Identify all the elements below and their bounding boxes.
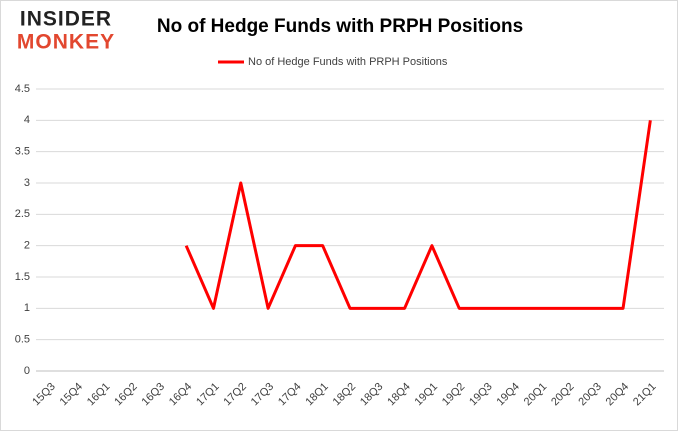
y-tick-label: 0 <box>24 365 30 377</box>
y-tick-label: 3.5 <box>15 146 30 158</box>
y-tick-label: 4 <box>24 114 30 126</box>
y-tick-label: 2.5 <box>15 208 30 220</box>
logo-top: INSIDER <box>20 8 112 31</box>
y-tick-label: 0.5 <box>15 334 30 346</box>
chart-title: No of Hedge Funds with PRPH Positions <box>157 16 523 37</box>
series-line <box>184 120 652 310</box>
y-tick-label: 4.5 <box>15 83 30 95</box>
y-tick-label: 1 <box>24 302 30 314</box>
y-tick-label: 3 <box>24 177 30 189</box>
legend-label: No of Hedge Funds with PRPH Positions <box>248 56 448 68</box>
y-tick-label: 1.5 <box>15 271 30 283</box>
logo-bottom: MONKEY <box>17 31 115 54</box>
y-tick-label: 2 <box>24 240 30 252</box>
